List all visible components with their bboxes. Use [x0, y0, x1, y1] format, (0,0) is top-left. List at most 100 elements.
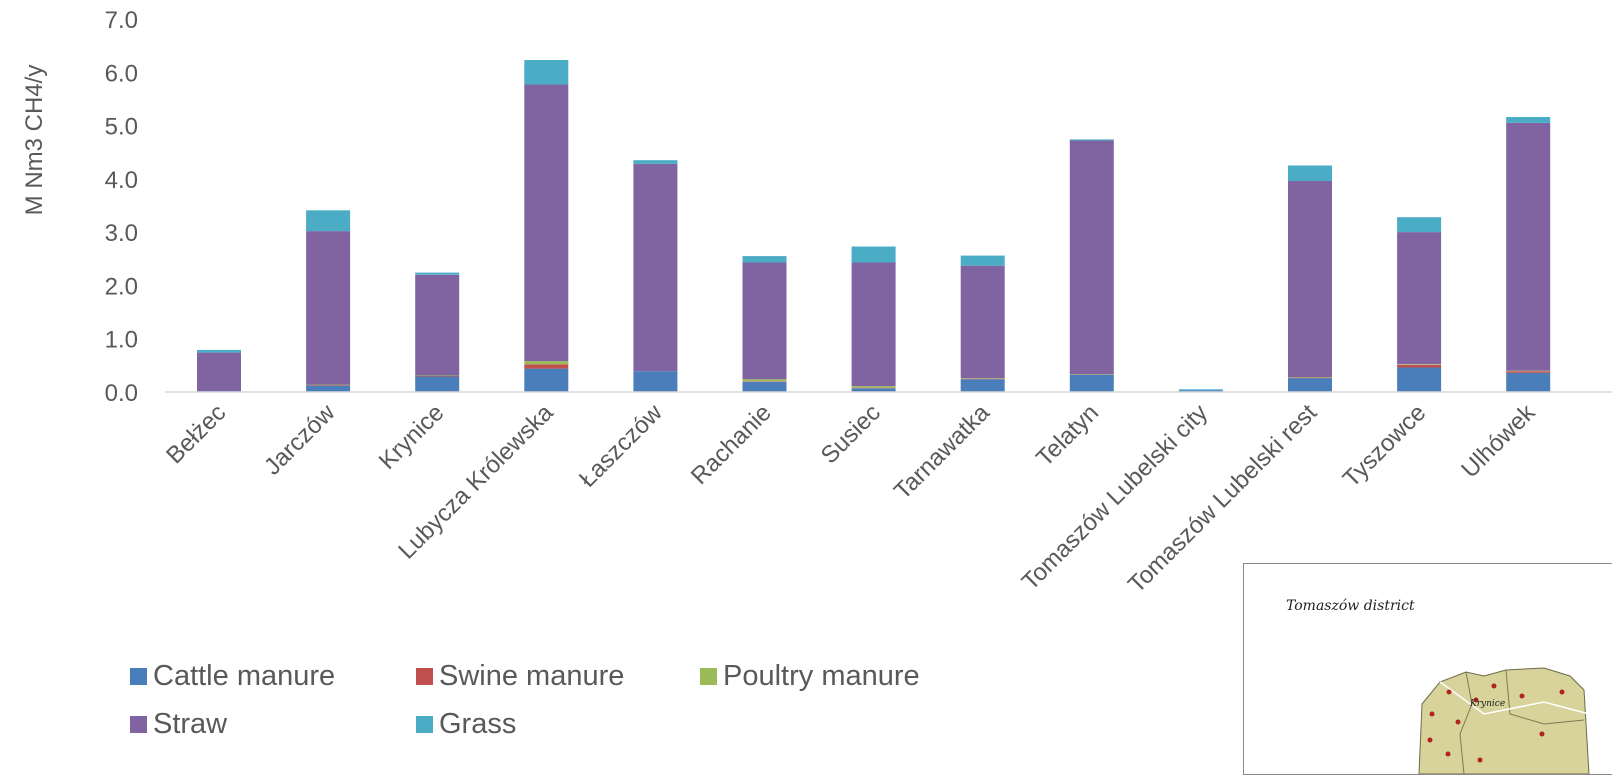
bar-segment-grass [633, 160, 678, 164]
bar-segment-cattle-manure [1397, 367, 1442, 392]
x-category-label: Rachanie [686, 399, 777, 490]
x-category-label: Tomaszów Lubelski city [1017, 399, 1213, 595]
bar-segment-grass [742, 256, 787, 263]
bar-segment-poultry-manure [306, 384, 351, 385]
legend-label: Poultry manure [723, 660, 920, 692]
bar-segment-cattle-manure [1506, 372, 1551, 392]
legend-item-straw: Straw [130, 708, 227, 741]
legend-swatch [130, 716, 147, 733]
y-tick-label: 3.0 [105, 220, 138, 247]
bar-segment-poultry-manure [1506, 370, 1551, 372]
x-category-label: Tyszowce [1338, 399, 1432, 493]
x-category-label: Łaszczów [574, 399, 668, 493]
bar-segment-cattle-manure [415, 376, 460, 392]
x-category-label: Bełżec [161, 399, 231, 469]
inset-title: Tomaszów district [1286, 598, 1415, 614]
legend-item-poultry-manure: Poultry manure [700, 660, 920, 693]
legend-item-grass: Grass [416, 708, 516, 741]
bar-segment-poultry-manure [742, 379, 787, 382]
bar-segment-straw [1397, 232, 1442, 365]
bar-segment-poultry-manure [524, 361, 569, 365]
bar-segment-grass [851, 246, 896, 263]
inset-map-panel: Tomaszów district Krynice [1243, 563, 1612, 775]
x-category-label: Susiec [816, 399, 886, 469]
bar-segment-grass [415, 272, 460, 275]
bar-segment-cattle-manure [742, 381, 787, 392]
bar-segment-grass [306, 210, 351, 232]
legend-label: Grass [439, 708, 517, 740]
bar-segment-straw [742, 262, 787, 380]
bar-segment-cattle-manure [1178, 390, 1223, 392]
bar-segment-swine-manure [960, 378, 1005, 380]
y-tick-label: 2.0 [105, 273, 138, 300]
bar-segment-grass [1288, 165, 1332, 181]
x-category-label: Jarczów [259, 399, 341, 481]
road-line [1439, 681, 1590, 715]
bars-group [197, 60, 1551, 392]
bar-segment-cattle-manure [851, 388, 896, 392]
bar-segment-straw [1506, 122, 1551, 371]
bar-segment-swine-manure [1288, 377, 1332, 379]
y-tick-label: 4.0 [105, 167, 138, 194]
bar-segment-straw [197, 352, 241, 391]
bar-segment-straw [1288, 181, 1332, 378]
legend-label: Straw [153, 708, 228, 740]
y-axis-ticks: 0.0 1.0 2.0 3.0 4.0 5.0 6.0 7.0 [105, 7, 138, 407]
legend-label: Swine manure [439, 660, 625, 692]
bar-segment-poultry-manure [415, 375, 460, 376]
bar-segment-cattle-manure [1288, 378, 1332, 392]
bar-segment-swine-manure [742, 381, 787, 382]
y-tick-label: 5.0 [105, 114, 138, 141]
bar-segment-swine-manure [524, 364, 569, 369]
bar-segment-grass [524, 60, 569, 85]
y-tick-label: 1.0 [105, 327, 138, 354]
bar-segment-straw [524, 84, 569, 362]
bar-segment-swine-manure [1397, 364, 1442, 368]
bar-segment-poultry-manure [1288, 377, 1332, 378]
legend-label: Cattle manure [153, 660, 336, 692]
bar-segment-grass [197, 349, 241, 353]
bar-segment-swine-manure [415, 376, 460, 377]
legend-swatch [130, 668, 147, 685]
bar-segment-cattle-manure [524, 368, 569, 392]
bar-segment-cattle-manure [306, 385, 351, 392]
bar-segment-swine-manure [306, 385, 351, 386]
bar-segment-grass [960, 255, 1005, 266]
bar-segment-straw [306, 231, 351, 385]
bar-segment-grass [1506, 117, 1551, 123]
legend-swatch [416, 668, 433, 685]
bar-segment-straw [415, 274, 460, 376]
y-axis-label: M Nm3 CH4/y [21, 65, 48, 216]
bar-segment-poultry-manure [1397, 364, 1442, 365]
bar-segment-straw [851, 262, 896, 387]
district-map-graphic: Krynice [1418, 667, 1590, 774]
x-category-label: Tarnawatka [889, 399, 995, 505]
bar-segment-poultry-manure [960, 378, 1005, 379]
bar-segment-poultry-manure [1069, 374, 1114, 375]
y-tick-label: 6.0 [105, 60, 138, 87]
bar-segment-grass [1397, 217, 1442, 233]
y-tick-label: 0.0 [105, 380, 138, 407]
bar-segment-cattle-manure [960, 379, 1005, 392]
district-border [1459, 671, 1473, 774]
x-category-label: Telatyn [1031, 399, 1104, 472]
legend-swatch [700, 668, 717, 685]
bar-segment-swine-manure [851, 387, 896, 389]
legend-item-cattle-manure: Cattle manure [130, 660, 335, 693]
legend-item-swine-manure: Swine manure [416, 660, 624, 693]
bar-segment-straw [1069, 140, 1114, 375]
bar-segment-straw [960, 265, 1005, 379]
town-markers [1427, 683, 1565, 763]
bar-segment-grass [1069, 139, 1114, 141]
bar-segment-swine-manure [1506, 371, 1551, 373]
bar-segment-straw [633, 163, 678, 372]
map-place-label: Krynice [1469, 699, 1505, 709]
x-category-label: Ulhówek [1456, 398, 1541, 483]
bar-segment-cattle-manure [1069, 374, 1114, 392]
district-area [1418, 667, 1590, 774]
district-border [1505, 669, 1585, 725]
x-category-label: Krynice [374, 399, 450, 475]
bar-segment-poultry-manure [851, 386, 896, 388]
bar-segment-cattle-manure [633, 371, 678, 392]
